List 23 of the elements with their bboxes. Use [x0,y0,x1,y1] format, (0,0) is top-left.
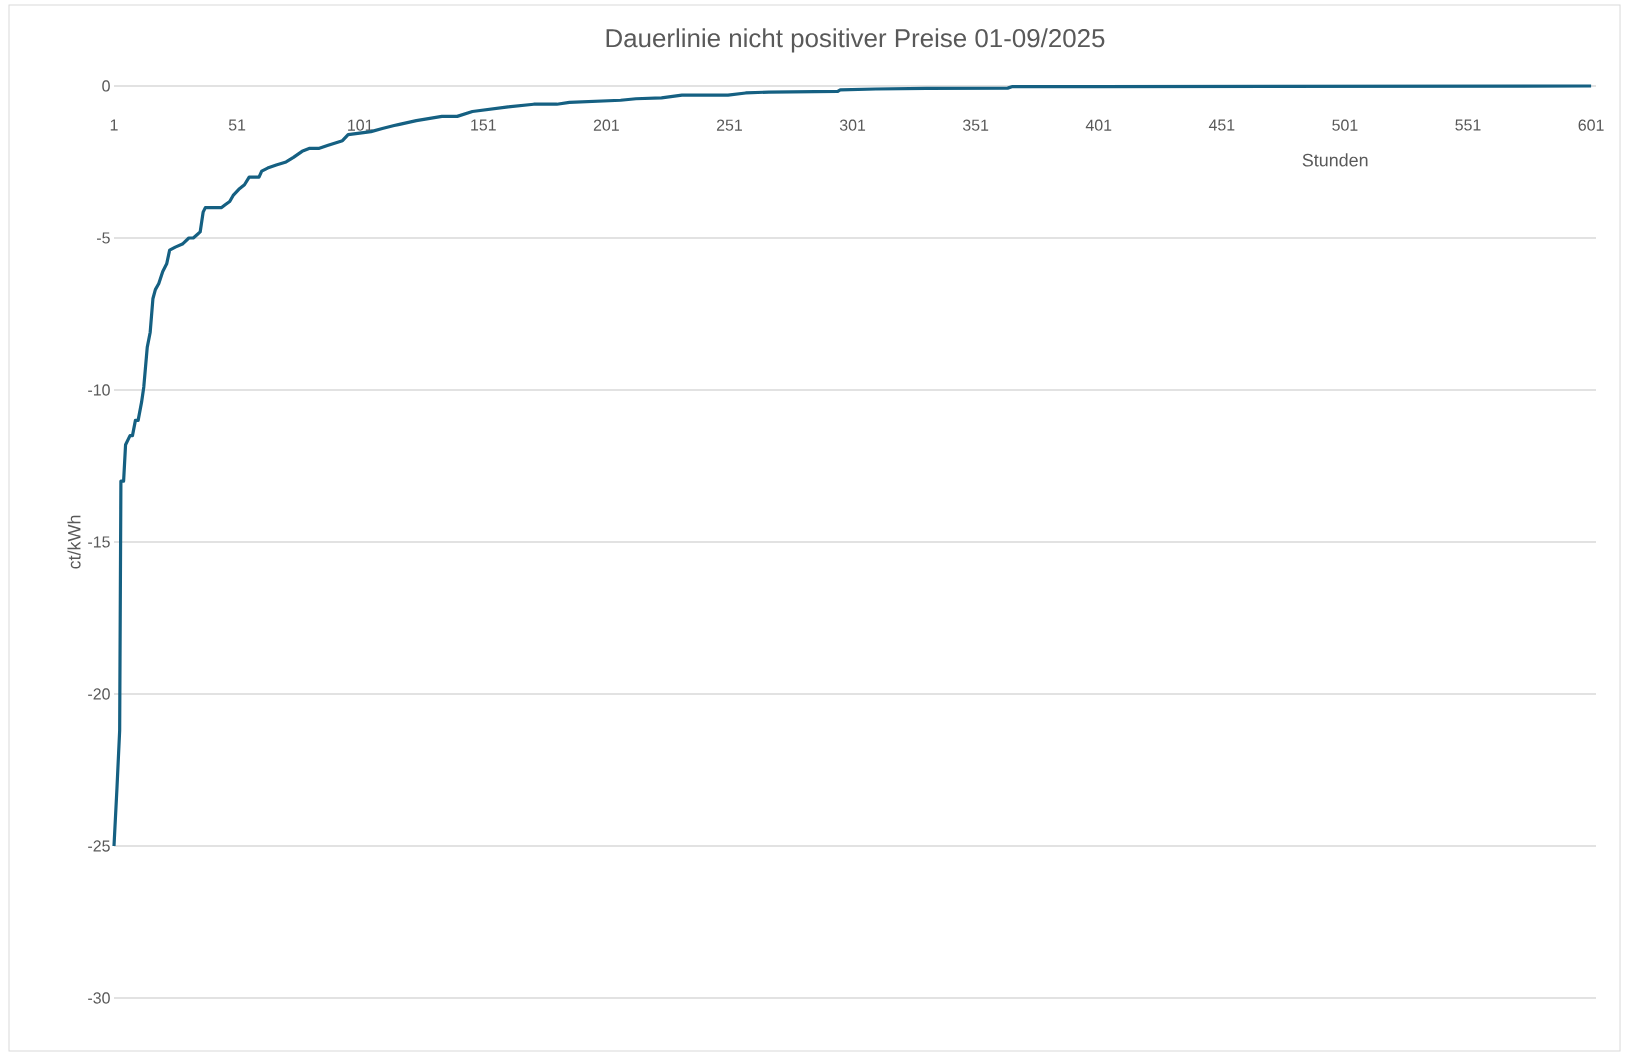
x-tick-label: 501 [1332,119,1358,131]
chart-title: Dauerlinie nicht positiver Preise 01-09/2025 [606,28,1105,53]
x-tick-label: 551 [1455,119,1481,131]
x-tick-label: 251 [716,119,742,131]
x-tick-label: 51 [228,119,246,131]
x-tick-label: 401 [1085,119,1112,131]
y-tick-label: -5 [97,232,110,244]
y-tick-label: -15 [88,536,110,548]
x-tick-label: 451 [1208,119,1235,131]
x-axis-title: Stunden [1302,153,1368,167]
y-tick-label: 0 [102,80,110,92]
y-tick-label: -20 [88,688,110,700]
y-tick-label: -25 [88,840,110,852]
x-tick-label: 601 [1578,119,1604,131]
y-tick-label: -10 [88,384,110,396]
x-tick-label: 1 [110,119,118,131]
x-tick-label: 201 [593,119,619,131]
x-tick-label: 151 [471,119,496,131]
x-tick-label: 301 [839,119,866,131]
x-tick-label: 101 [348,119,373,131]
y-tick-label: -30 [88,992,110,1004]
x-tick-label: 351 [962,119,989,131]
y-axis-title: ct/kWh [67,515,81,569]
